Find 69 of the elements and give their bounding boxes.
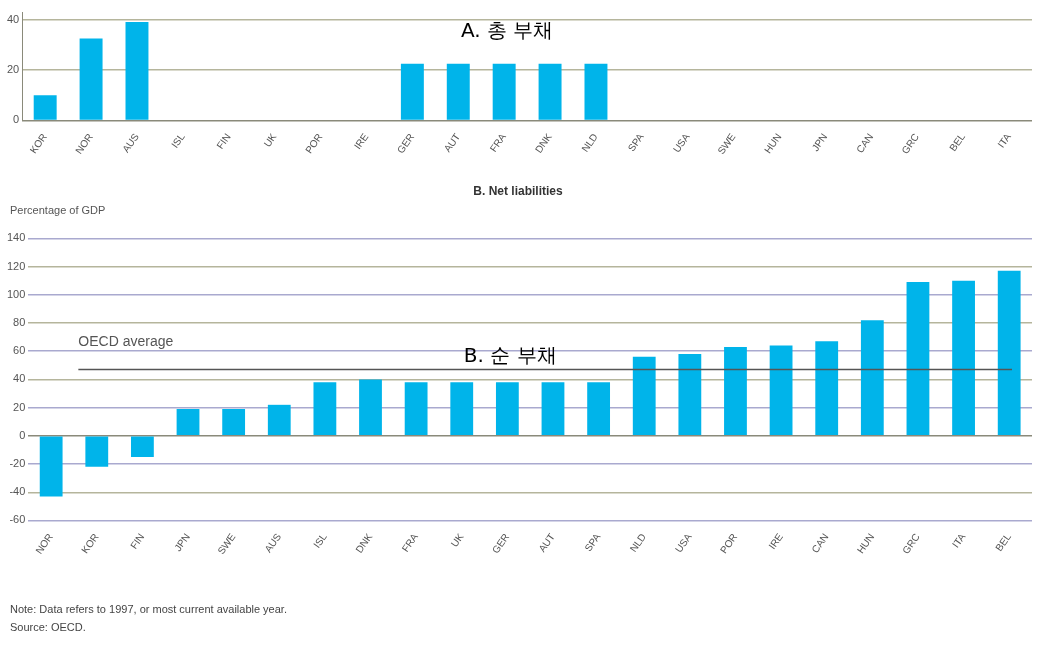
bar (313, 382, 337, 436)
annotation: B. 순 부채 (463, 342, 557, 367)
x-tick-label: IRE (766, 531, 786, 552)
x-tick-label: ISL (311, 530, 330, 550)
bar (85, 436, 109, 467)
y-tick-label: 120 (6, 259, 26, 272)
source-note: Source: OECD. (10, 620, 87, 635)
bar (359, 379, 382, 436)
y-tick-label: 40 (6, 12, 20, 25)
y-tick-label: 100 (6, 287, 26, 300)
bar (860, 320, 884, 436)
x-tick-label: BEL (947, 130, 968, 154)
x-tick-label: ITA (995, 131, 1014, 150)
bar (404, 382, 428, 436)
x-tick-label: ISL (169, 130, 188, 150)
x-tick-label: BEL (993, 530, 1014, 554)
bar (678, 354, 702, 436)
bar (906, 282, 930, 436)
bar (584, 63, 608, 120)
bar (815, 341, 839, 436)
bar (400, 63, 424, 120)
x-tick-label: UK (448, 531, 466, 549)
bar (724, 346, 747, 436)
chart-title: B. Net liabilities (473, 183, 563, 198)
x-tick-label: USA (672, 531, 694, 555)
y-tick-label: 60 (13, 344, 26, 357)
x-tick-label: FIN (214, 131, 233, 151)
bar (450, 382, 474, 436)
text: Note: Data refers to 1997, or most current available year. (10, 602, 288, 617)
bar (632, 356, 656, 436)
y-tick-label: 20 (13, 400, 26, 413)
bar (538, 63, 562, 120)
x-tick-label: SPA (582, 531, 603, 554)
y-tick-label: 20 (6, 63, 20, 76)
bar (541, 382, 565, 436)
bar (997, 270, 1021, 436)
bar (495, 382, 519, 436)
bar (176, 409, 200, 436)
ref-line-label: OECD average (78, 333, 174, 350)
annotation: A. 총 부채 (460, 18, 554, 43)
x-tick-label: SPA (625, 131, 646, 154)
x-tick-label: FRA (487, 131, 509, 154)
bar (587, 382, 611, 436)
y-tick-label: 80 (13, 316, 26, 329)
bar (131, 436, 154, 457)
y-tick-label: -40 (9, 485, 26, 498)
y-axis-title: Percentage of GDP (10, 203, 106, 216)
y-tick-label: 0 (13, 113, 20, 126)
x-tick-label: FRA (399, 531, 421, 554)
y-tick-label: -20 (9, 457, 26, 470)
y-tick-label: 140 (6, 231, 26, 244)
bar (125, 22, 149, 120)
x-tick-label: FIN (128, 531, 147, 551)
x-tick-label: IRE (351, 131, 371, 152)
bar (79, 38, 103, 120)
y-tick-label: -60 (9, 513, 26, 526)
bar (267, 404, 291, 436)
x-tick-label: UK (261, 131, 279, 149)
y-tick-label: 0 (19, 428, 26, 441)
bar (222, 409, 246, 436)
bar (39, 436, 63, 497)
bar (952, 280, 975, 436)
bar (492, 63, 516, 120)
bar (446, 63, 470, 120)
bar (33, 95, 57, 120)
x-tick-label: ITA (949, 531, 968, 550)
x-tick-label: USA (670, 131, 692, 155)
bar (769, 345, 793, 436)
y-tick-label: 40 (13, 372, 26, 385)
